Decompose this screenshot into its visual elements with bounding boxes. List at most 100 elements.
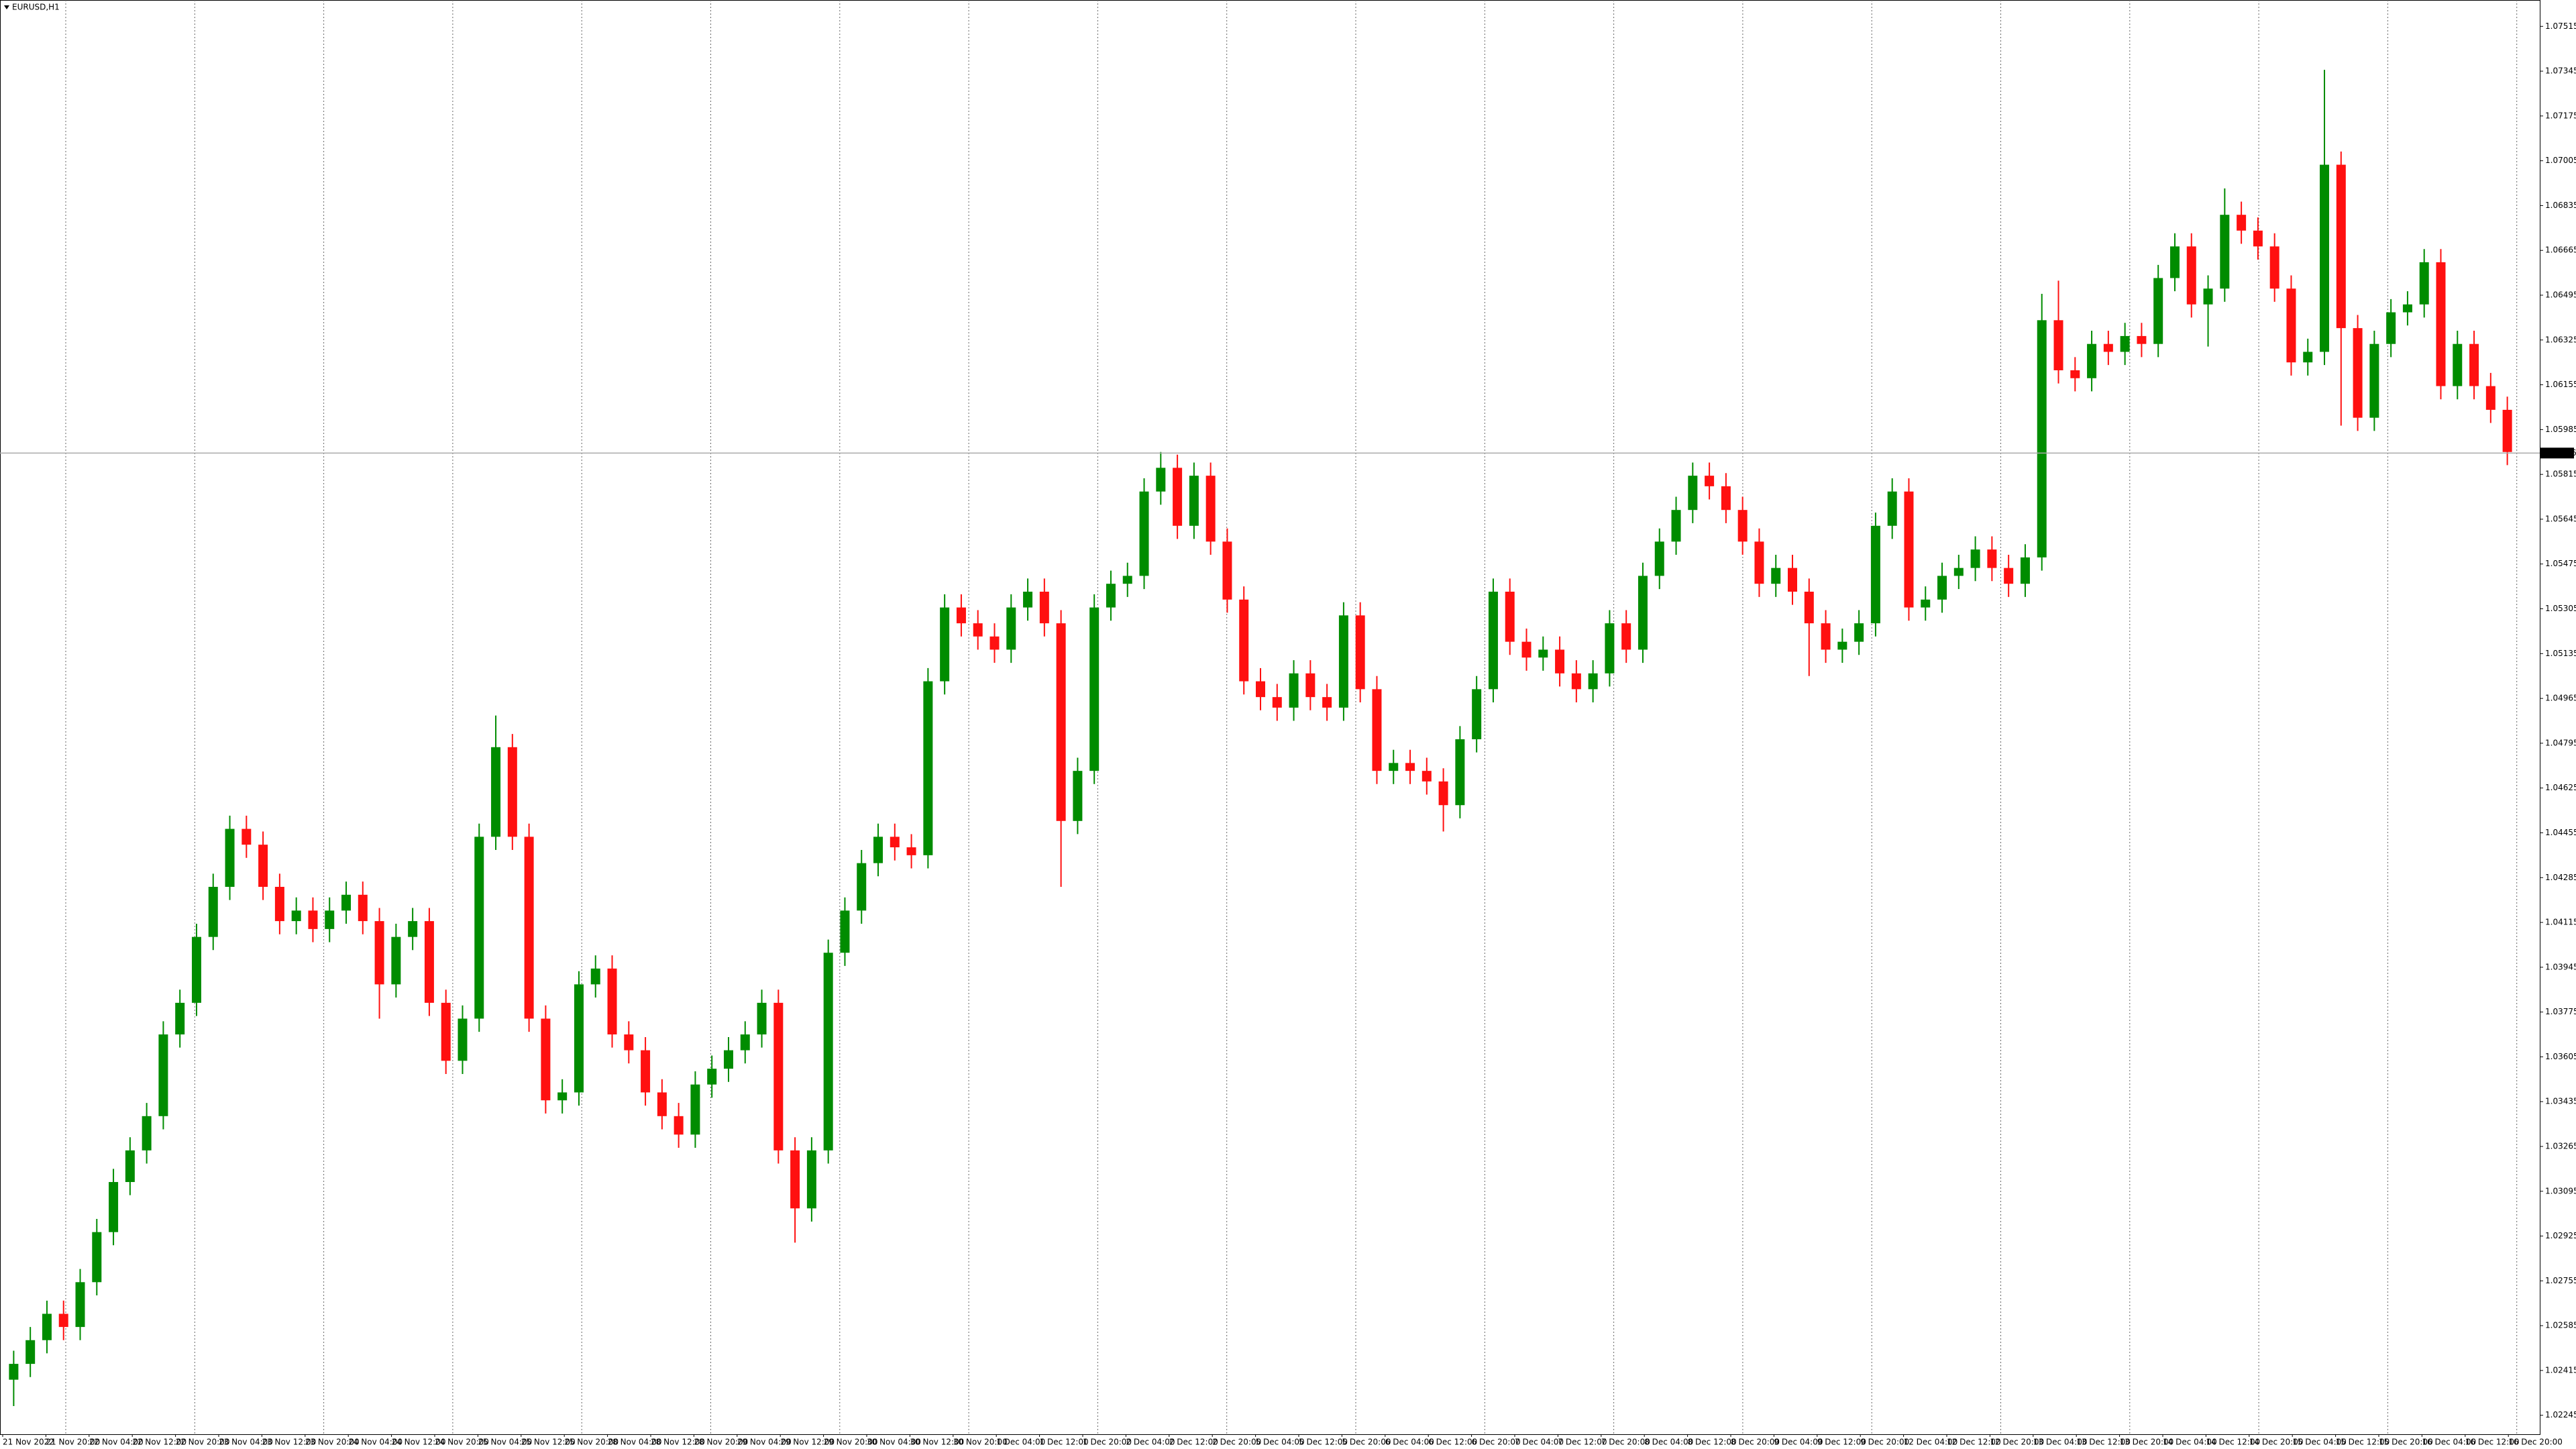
x-tick-label: 9 Dec 04:00	[1774, 1438, 1823, 1447]
candle-body	[2037, 320, 2047, 557]
y-tick-label: 1.06835	[2545, 201, 2576, 210]
candle-body	[1638, 576, 1648, 650]
candle-body	[507, 747, 517, 837]
candle-body	[906, 847, 916, 855]
symbol-menu-icon[interactable]	[4, 5, 9, 9]
candle-body	[2436, 262, 2446, 386]
y-tick-label: 1.05815	[2545, 470, 2576, 479]
candle-body	[1870, 525, 1880, 624]
candle-body	[424, 921, 434, 1003]
candle-body	[474, 837, 484, 1019]
candle-body	[1256, 681, 1265, 698]
candle-body	[1588, 673, 1598, 690]
x-tick-label: 6 Dec 04:00	[1385, 1438, 1434, 1447]
candle-body	[1006, 607, 1016, 650]
candle-body	[158, 1034, 168, 1116]
x-tick-label: 14 Dec 12:00	[2206, 1438, 2260, 1447]
candle-body	[341, 894, 352, 911]
plot-frame	[0, 0, 2540, 1435]
x-tick-label: 15 Dec 20:00	[2379, 1438, 2433, 1447]
candle-body	[806, 1150, 816, 1209]
candle-body	[2203, 288, 2213, 305]
candle-body	[2303, 352, 2313, 363]
y-tick-label: 1.04115	[2545, 918, 2576, 927]
x-tick-label: 29 Nov 04:00	[737, 1438, 792, 1447]
x-tick-label: 29 Nov 12:00	[780, 1438, 835, 1447]
x-tick-label: 6 Dec 12:00	[1428, 1438, 1477, 1447]
x-tick-label: 1 Dec 04:00	[996, 1438, 1045, 1447]
candle-body	[557, 1092, 568, 1101]
x-tick-label: 12 Dec 20:00	[1990, 1438, 2044, 1447]
candle-body	[1438, 781, 1448, 806]
x-tick-label: 21 Nov 2022	[3, 1438, 54, 1447]
candle-body	[1921, 599, 1931, 608]
x-tick-label: 8 Dec 12:00	[1688, 1438, 1737, 1447]
candle-body	[757, 1002, 767, 1035]
x-tick-label: 28 Nov 04:00	[608, 1438, 662, 1447]
candle-body	[940, 607, 950, 682]
x-tick-label: 25 Nov 12:00	[521, 1438, 576, 1447]
candle-body	[2453, 343, 2463, 386]
x-tick-label: 30 Nov 04:00	[867, 1438, 921, 1447]
x-tick-label: 2 Dec 04:00	[1126, 1438, 1175, 1447]
y-tick-label: 1.07345	[2545, 66, 2576, 76]
candle-body	[175, 1002, 185, 1035]
candle-body	[840, 910, 850, 953]
candle-body	[1322, 697, 1332, 708]
candle-body	[873, 837, 883, 863]
y-tick-label: 1.06665	[2545, 246, 2576, 255]
candle-body	[2103, 343, 2113, 352]
candle-body	[1705, 476, 1715, 486]
candle-body	[823, 953, 833, 1150]
x-tick-label: 15 Dec 12:00	[2336, 1438, 2390, 1447]
candle-body	[641, 1050, 651, 1093]
candle-body	[9, 1364, 19, 1380]
candle-body	[441, 1002, 451, 1061]
y-tick-label: 1.07005	[2545, 156, 2576, 165]
candle-body	[723, 1050, 733, 1069]
candle-body	[142, 1116, 152, 1150]
candle-body	[773, 1002, 784, 1150]
candle-body	[890, 837, 900, 848]
candle-body	[2087, 343, 2097, 378]
candle-body	[1056, 623, 1066, 821]
x-tick-label: 28 Nov 12:00	[651, 1438, 705, 1447]
candle-body	[1854, 623, 1864, 642]
candle-body	[1754, 541, 1764, 584]
y-tick-label: 1.05645	[2545, 514, 2576, 523]
candle-body	[325, 910, 335, 929]
x-tick-label: 13 Dec 04:00	[2033, 1438, 2088, 1447]
candle-body	[1937, 576, 1947, 600]
candle-body	[1205, 476, 1216, 542]
candle-body	[1821, 623, 1831, 650]
candle-body	[408, 921, 418, 937]
y-tick-label: 1.02585	[2545, 1321, 2576, 1330]
y-tick-label: 1.04625	[2545, 783, 2576, 792]
candle-body	[1521, 641, 1532, 658]
candle-body	[1089, 607, 1099, 771]
candle-body	[1555, 649, 1565, 674]
candle-body	[1987, 549, 1997, 568]
x-tick-label: 7 Dec 20:00	[1601, 1438, 1650, 1447]
candle-body	[2502, 409, 2512, 452]
candle-body	[1970, 549, 1980, 568]
candle-body	[1338, 615, 1348, 708]
candle-body	[1389, 763, 1399, 771]
y-tick-label: 1.05305	[2545, 604, 2576, 613]
candle-body	[191, 936, 201, 1003]
candle-body	[1505, 591, 1515, 642]
y-tick-label: 1.03435	[2545, 1097, 2576, 1106]
x-tick-label: 22 Nov 04:00	[89, 1438, 144, 1447]
candle-body	[2004, 568, 2014, 584]
x-tick-label: 1 Dec 20:00	[1083, 1438, 1132, 1447]
y-tick-label: 1.04795	[2545, 738, 2576, 747]
x-tick-label: 13 Dec 12:00	[2076, 1438, 2131, 1447]
candle-body	[956, 607, 966, 624]
x-tick-label: 23 Nov 04:00	[219, 1438, 273, 1447]
y-tick-label: 1.04965	[2545, 694, 2576, 703]
last-price-box	[2540, 447, 2574, 459]
candle-body	[1688, 476, 1698, 511]
candle-body	[1953, 568, 1964, 576]
x-tick-label: 15 Dec 04:00	[2292, 1438, 2347, 1447]
